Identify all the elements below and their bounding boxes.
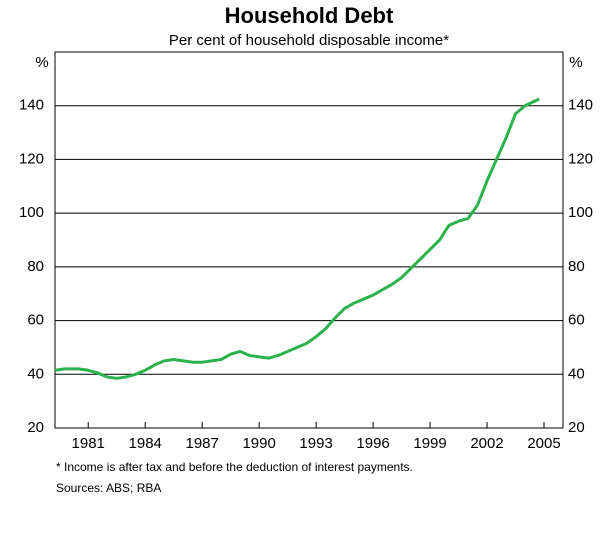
y-tick-label-right: 60 [568,312,585,329]
y-tick-label-right: 40 [568,365,585,382]
x-tick-label: 2005 [527,435,560,452]
line-series [54,97,540,380]
x-tick-label: 2002 [470,435,503,452]
y-unit-right: % [569,54,582,71]
x-tick-label: 1999 [413,435,446,452]
y-tick-label-left: 120 [19,150,44,167]
x-tick-label: 1981 [72,435,105,452]
y-tick-label-left: 40 [27,365,44,382]
y-tick-label-left: 140 [19,97,44,114]
x-tick-label: 1993 [299,435,332,452]
x-tick-label: 1984 [129,435,162,452]
y-tick-label-left: 60 [27,312,44,329]
y-unit-left: % [35,54,48,71]
y-tick-label-right: 100 [568,204,593,221]
y-tick-label-right: 140 [568,97,593,114]
chart-subtitle: Per cent of household disposable income* [169,32,449,49]
y-tick-label-right: 80 [568,258,585,275]
y-tick-label-left: 20 [27,419,44,436]
y-tick-label-left: 100 [19,204,44,221]
y-tick-label-right: 120 [568,150,593,167]
chart-title: Household Debt [225,3,394,28]
x-tick-label: 1990 [242,435,275,452]
y-tick-label-right: 20 [568,419,585,436]
plot-frame [54,51,564,429]
x-tick-label: 1987 [185,435,218,452]
sources: Sources: ABS; RBA [56,481,161,495]
y-tick-label-left: 80 [27,258,44,275]
footnote: * Income is after tax and before the ded… [56,460,413,474]
x-tick-label: 1996 [356,435,389,452]
